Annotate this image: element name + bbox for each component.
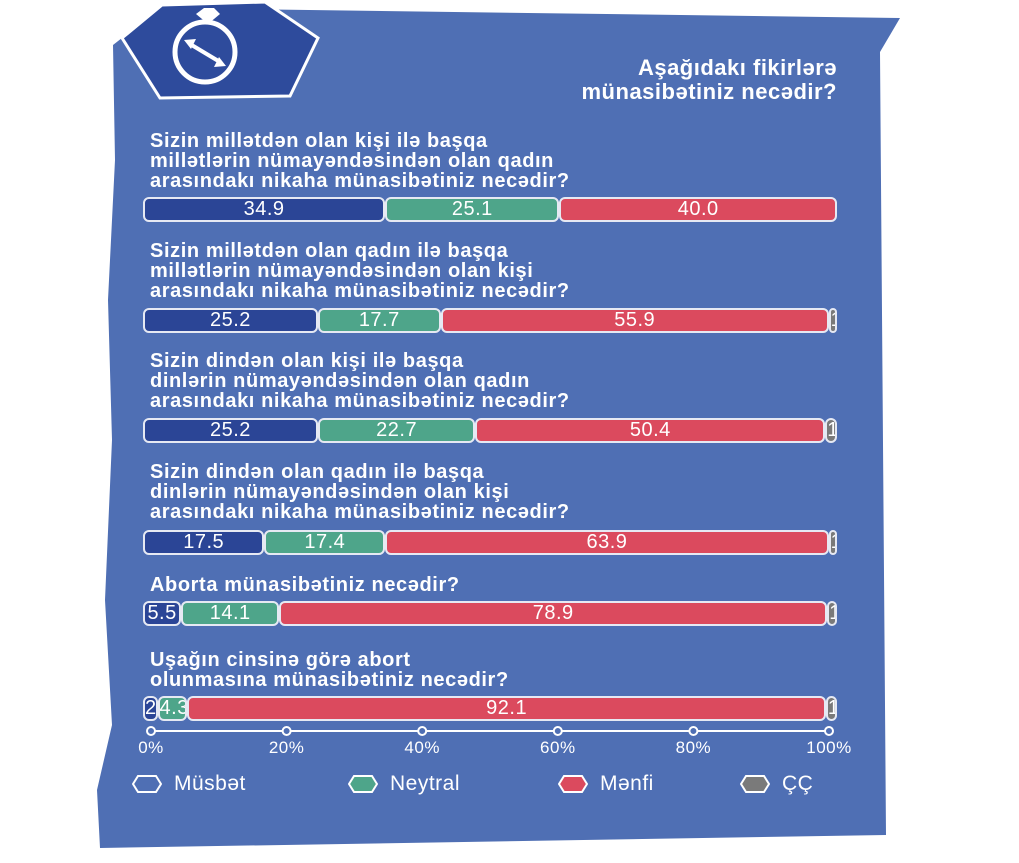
bar-segment-5-4: 1.4 [827,601,837,626]
badge-shape [120,0,320,100]
x-tick-marker-0 [146,726,156,736]
bar-segment-1-3: 40.0 [559,197,837,222]
stacked-bar-5: 5.514.178.91.4 [143,601,837,626]
legend-item-cc: ÇÇ [740,770,813,798]
bar-segment-5-1: 5.5 [143,601,182,626]
legend-item-musbet: Müsbət [132,770,246,798]
x-tick-marker-3 [552,726,563,736]
bar-segment-3-1: 25.2 [143,418,318,443]
ring-with-arrows-icon [172,8,238,85]
x-tick-label-3: 60% [540,738,576,757]
bar-segment-2-1: 25.2 [143,308,318,333]
x-tick-marker-2 [417,726,428,736]
legend-swatch-neytral [348,775,378,793]
question-label-1: Sizin millətdən olan kişi ilə başqa mill… [150,130,570,192]
bar-segment-1-2: 25.1 [385,197,560,222]
x-tick-marker-4 [688,726,699,736]
bar-segment-6-2: 4.3 [157,696,188,721]
bar-segment-5-2: 14.1 [181,601,280,626]
legend-swatch-cc [740,775,770,793]
x-tick-label-0: 0% [138,738,164,757]
bar-segment-4-2: 17.4 [264,530,386,555]
legend-label-cc: ÇÇ [782,772,814,795]
bar-segment-6-4: 1.6 [825,696,837,721]
x-tick-label-1: 20% [268,738,305,757]
bar-segment-6-3: 92.1 [187,696,826,721]
bar-segment-3-2: 22.7 [317,418,476,443]
question-label-6: Uşağın cinsinə görə abort olunmasına mün… [150,649,509,691]
x-tick-marker-1 [281,726,292,736]
legend-item-neytral: Neytral [348,770,460,798]
x-tick-label-4: 80% [675,738,712,757]
stacked-bar-3: 25.222.750.41.7 [143,418,837,443]
stacked-bar-2: 25.217.755.91.2 [143,308,837,333]
bar-segment-5-3: 78.9 [279,601,828,626]
chart-title-line-2: münasibətiniz necədir? [581,79,837,104]
stacked-bar-4: 17.517.463.91.2 [143,530,837,555]
bar-segment-4-4: 1.2 [828,530,837,555]
question-label-5: Aborta münasibətiniz necədir? [150,574,460,596]
stacked-bar-1: 34.9 25.1 40.0 [143,197,837,222]
bar-segment-3-3: 50.4 [475,418,826,443]
x-tick-marker-5 [824,726,834,736]
chart-title-line-1: Aşağıdakı fikirlərə [637,55,837,80]
legend-label-musbet: Müsbət [174,772,246,795]
legend-item-menfi: Mənfi [558,770,654,798]
legend-label-menfi: Mənfi [600,772,654,795]
legend-swatch-menfi [558,775,588,793]
legend-label-neytral: Neytral [390,772,461,795]
bar-segment-4-1: 17.5 [143,530,265,555]
question-label-4: Sizin dindən olan qadın ilə başqa dinlər… [150,461,570,523]
stacked-bar-6: 2.14.392.11.6 [143,696,837,721]
x-tick-label-5: 100% [806,738,852,757]
question-label-3: Sizin dindən olan kişi ilə başqa dinləri… [150,350,570,412]
bar-segment-2-4: 1.2 [828,308,837,333]
bar-segment-1-1: 34.9 [143,197,386,222]
legend-swatch-musbet [132,775,162,793]
x-tick-label-2: 40% [404,738,440,757]
x-axis [146,726,834,736]
bar-segment-2-3: 55.9 [440,308,829,333]
bar-segment-2-2: 17.7 [317,308,441,333]
bar-segment-3-4: 1.7 [825,418,837,443]
bar-segment-6-1: 2.1 [143,696,158,721]
bar-segment-4-3: 63.9 [385,530,829,555]
question-label-2: Sizin millətdən olan qadın ilə başqa mil… [150,240,570,302]
